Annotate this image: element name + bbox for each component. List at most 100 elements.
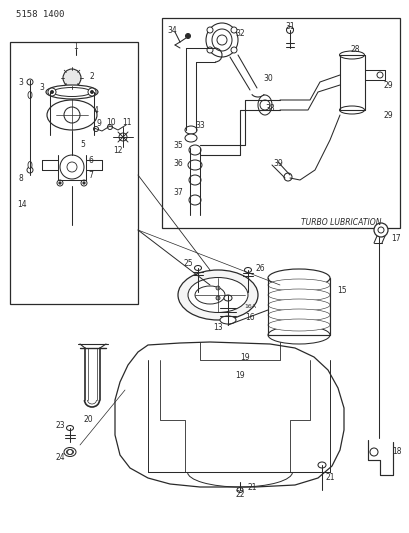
Ellipse shape xyxy=(189,145,200,155)
Ellipse shape xyxy=(189,175,200,185)
Text: 2: 2 xyxy=(90,71,94,80)
Circle shape xyxy=(64,107,80,123)
Text: 19: 19 xyxy=(235,372,244,381)
Circle shape xyxy=(27,79,33,85)
Text: 3: 3 xyxy=(39,83,44,92)
Ellipse shape xyxy=(267,269,329,287)
Ellipse shape xyxy=(53,87,91,96)
Text: 33: 33 xyxy=(195,120,204,130)
Circle shape xyxy=(216,296,220,300)
Text: 36: 36 xyxy=(173,158,182,167)
Text: 11: 11 xyxy=(122,117,131,126)
Text: 38: 38 xyxy=(265,103,274,112)
Circle shape xyxy=(216,286,220,290)
Text: 23: 23 xyxy=(55,422,65,431)
Ellipse shape xyxy=(66,425,73,431)
Circle shape xyxy=(93,126,98,132)
Text: 19: 19 xyxy=(240,353,249,362)
Circle shape xyxy=(63,69,81,87)
Text: 14: 14 xyxy=(17,199,27,208)
Text: 6: 6 xyxy=(88,156,93,165)
Ellipse shape xyxy=(257,95,271,115)
Ellipse shape xyxy=(223,295,231,301)
Polygon shape xyxy=(115,342,343,487)
Ellipse shape xyxy=(244,268,251,272)
Circle shape xyxy=(185,34,190,38)
Text: 4: 4 xyxy=(93,106,98,115)
Circle shape xyxy=(230,47,236,53)
Ellipse shape xyxy=(46,85,98,99)
Text: 34: 34 xyxy=(167,26,176,35)
Ellipse shape xyxy=(194,265,201,271)
Text: 1: 1 xyxy=(74,42,78,51)
Text: 5: 5 xyxy=(80,140,85,149)
Bar xyxy=(162,18,399,228)
Text: 39: 39 xyxy=(272,158,282,167)
Circle shape xyxy=(67,162,77,172)
Text: 16: 16 xyxy=(245,313,254,322)
Ellipse shape xyxy=(220,316,236,324)
Circle shape xyxy=(283,173,291,181)
Text: 26: 26 xyxy=(254,263,264,272)
Text: 31: 31 xyxy=(285,21,294,30)
Ellipse shape xyxy=(267,326,329,344)
Circle shape xyxy=(107,125,112,130)
Text: 24: 24 xyxy=(55,453,65,462)
Ellipse shape xyxy=(267,309,329,321)
Circle shape xyxy=(57,180,63,186)
Text: 8: 8 xyxy=(18,174,23,182)
Circle shape xyxy=(58,182,61,184)
Ellipse shape xyxy=(47,100,97,130)
Ellipse shape xyxy=(184,134,196,142)
Text: 9: 9 xyxy=(97,118,101,127)
Text: 20: 20 xyxy=(83,416,92,424)
Text: 12: 12 xyxy=(113,146,122,155)
Text: 29: 29 xyxy=(382,110,392,119)
Text: 13: 13 xyxy=(213,324,222,333)
Ellipse shape xyxy=(28,92,32,99)
Ellipse shape xyxy=(184,126,196,134)
Text: 17: 17 xyxy=(390,233,400,243)
Ellipse shape xyxy=(267,279,329,291)
Text: 35: 35 xyxy=(173,141,182,149)
Text: 15: 15 xyxy=(336,286,346,295)
Ellipse shape xyxy=(195,286,225,304)
Text: 30: 30 xyxy=(263,74,272,83)
Text: 18: 18 xyxy=(391,448,401,456)
Text: 25: 25 xyxy=(183,259,192,268)
Ellipse shape xyxy=(189,195,200,205)
Circle shape xyxy=(230,27,236,33)
Circle shape xyxy=(207,27,213,33)
Circle shape xyxy=(377,227,383,233)
Circle shape xyxy=(376,72,382,78)
Ellipse shape xyxy=(236,488,243,492)
Ellipse shape xyxy=(188,160,202,170)
Ellipse shape xyxy=(178,270,257,320)
Circle shape xyxy=(81,180,87,186)
Bar xyxy=(10,42,138,304)
Text: 22: 22 xyxy=(235,490,244,499)
Text: 28: 28 xyxy=(349,44,359,53)
Text: 21: 21 xyxy=(247,483,256,492)
Ellipse shape xyxy=(211,29,231,51)
Text: 7: 7 xyxy=(88,171,93,180)
Text: 16A: 16A xyxy=(243,303,255,309)
Text: 10: 10 xyxy=(106,117,115,126)
Ellipse shape xyxy=(64,448,76,456)
Circle shape xyxy=(286,27,293,34)
Text: 37: 37 xyxy=(173,188,182,197)
Circle shape xyxy=(119,133,127,141)
Circle shape xyxy=(90,91,93,93)
Ellipse shape xyxy=(339,51,364,59)
Ellipse shape xyxy=(66,449,73,455)
Text: 5158 1400: 5158 1400 xyxy=(16,10,64,19)
Text: TURBO LUBRICATION: TURBO LUBRICATION xyxy=(301,217,381,227)
Circle shape xyxy=(369,448,377,456)
Text: 32: 32 xyxy=(235,28,244,37)
Circle shape xyxy=(373,223,387,237)
Ellipse shape xyxy=(28,161,32,168)
Text: 29: 29 xyxy=(382,80,392,90)
Text: 3: 3 xyxy=(18,77,23,86)
Ellipse shape xyxy=(267,299,329,311)
Ellipse shape xyxy=(317,462,325,468)
